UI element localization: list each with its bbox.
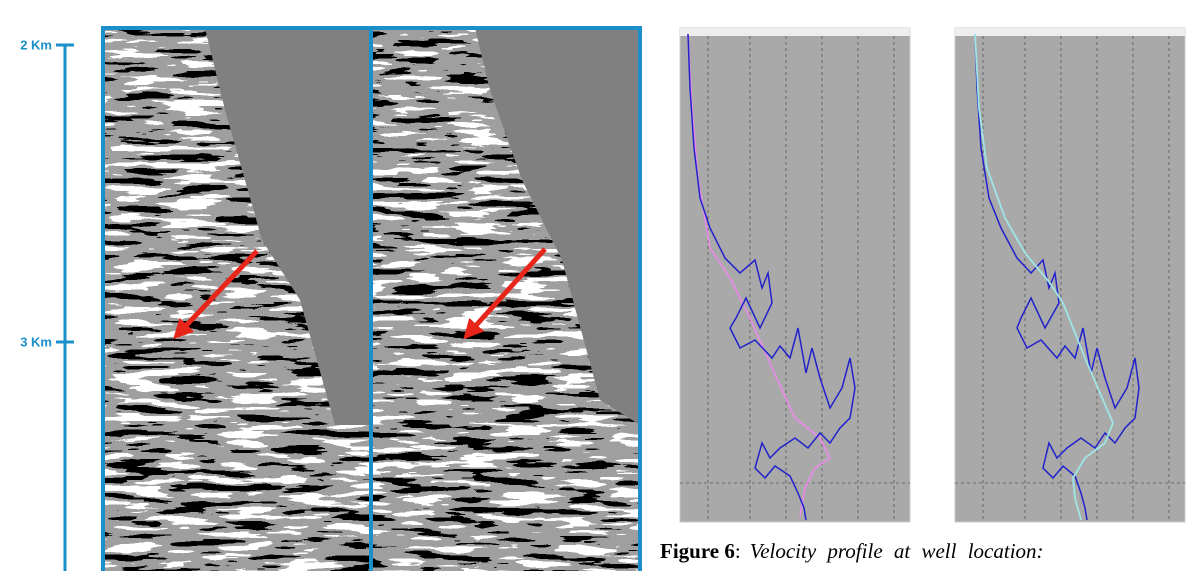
caption: Figure 6: Velocity profile at well locati… bbox=[660, 539, 1044, 563]
seismic-panel bbox=[105, 28, 370, 571]
scale-label: 2 Km bbox=[20, 37, 52, 52]
caption-label: Figure 6 bbox=[660, 539, 735, 563]
velocity-plot bbox=[680, 28, 910, 522]
depth-scale: 2 Km 3 Km bbox=[20, 37, 74, 571]
velocity-plot bbox=[955, 28, 1185, 522]
scale-label: 3 Km bbox=[20, 334, 52, 349]
caption-separator: : bbox=[735, 539, 741, 563]
caption-text: Velocity profile at well location: bbox=[750, 539, 1044, 563]
figure: 2 Km 3 Km bbox=[0, 0, 1196, 571]
seismic-panel bbox=[373, 28, 640, 571]
